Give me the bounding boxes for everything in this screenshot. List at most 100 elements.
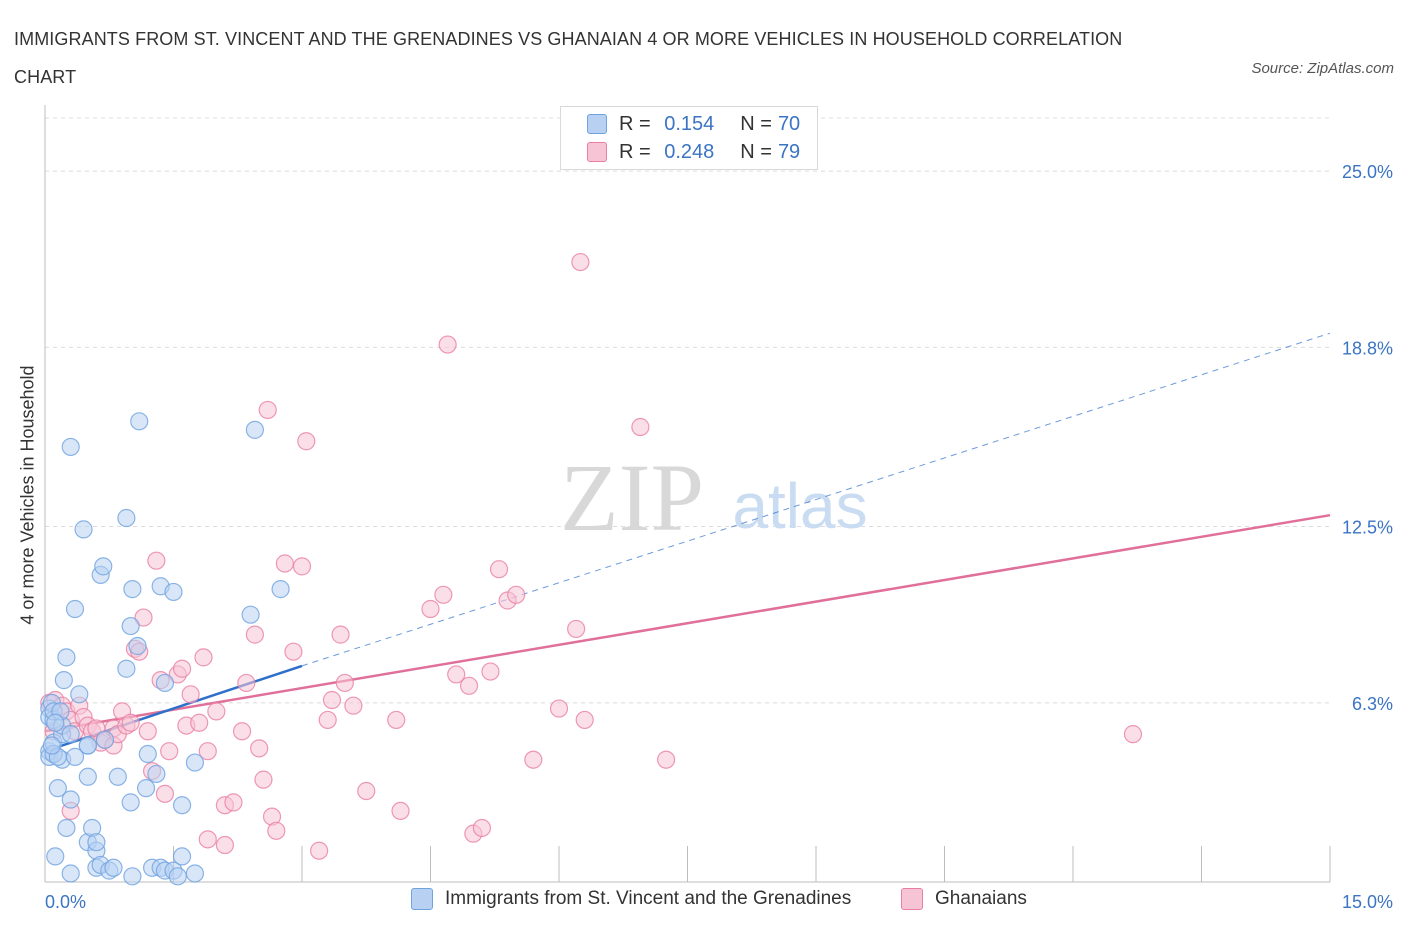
legend-label: Immigrants from St. Vincent and the Gren… [445,888,852,909]
ghanaians-point [245,625,264,644]
immigrants-point [271,580,290,599]
immigrants-point [61,864,80,883]
immigrants-point [172,847,192,866]
ghanaians-point [481,662,500,681]
n-label: N = [740,140,772,163]
y-tick-label: 6.3% [1352,694,1393,714]
n-value: 70 [777,112,801,135]
ghanaians-point [318,710,337,730]
legend-item-ghanaians[interactable]: Ghanaians [901,888,1027,910]
ghanaians-point [194,648,213,667]
immigrants-point [61,725,80,744]
immigrants-point [70,685,89,704]
ghanaians-point [224,793,243,812]
ghanaians-point [438,335,457,354]
ghanaians-point [147,551,166,570]
ghanaians-point [297,432,316,451]
immigrants-point [117,508,136,528]
ghanaians-point [1123,725,1143,744]
ghanaians-point [254,770,273,789]
series-legend: Immigrants from St. Vincent and the Gren… [0,888,1406,916]
r-value: 0.154 [664,112,715,135]
watermark-zip: ZIP [560,444,704,551]
immigrants-point [147,764,166,784]
ghanaians-point [656,750,676,769]
ghanaians-point [310,841,329,860]
ghanaians-point [434,585,453,604]
ghanaians-point [575,710,594,730]
ghanaians-point [198,830,217,849]
ghanaians-point [335,673,354,693]
immigrants-point [245,420,264,439]
blue-swatch-icon [587,114,607,134]
immigrants-point [46,713,65,732]
r-label: R = [619,112,651,135]
ghanaians-point [155,784,175,803]
immigrants-point [241,605,260,624]
immigrants-point [123,580,142,599]
immigrants-point [108,767,127,786]
ghanaians-point [215,835,234,855]
ghanaians-point [489,560,509,579]
ghanaians-point [207,702,226,721]
ghanaians-point [331,625,350,644]
ghanaians-point [250,739,269,758]
immigrants-point [164,582,183,602]
ghanaians-point [391,801,410,821]
immigrants-point [65,599,85,619]
ghanaians-point [344,696,363,715]
immigrants-point [78,767,97,786]
ghanaians-point [387,710,406,730]
ghanaians-point [275,554,294,573]
immigrants-point [185,753,205,772]
ghanaians-point [459,676,479,695]
ghanaians-point [267,821,286,840]
immigrants-point [130,412,149,431]
ghanaians-point [421,599,440,619]
legend-item-immigrants[interactable]: Immigrants from St. Vincent and the Gren… [411,888,851,910]
immigrants-point [117,659,136,678]
correlation-legend: R = 0.154 N = 70 R = 0.248 N = 79 [560,106,818,170]
ghanaians-point [232,722,252,741]
immigrants-point [128,636,147,656]
ghanaians-point [198,742,217,761]
ghanaians-point [292,557,312,576]
pink-swatch-icon [901,888,923,910]
immigrants-point [78,736,97,755]
immigrants-point [138,744,157,764]
legend-row-pink: R = 0.248 N = 79 [587,139,800,165]
immigrants-point [94,557,113,576]
immigrants-point [74,520,93,539]
r-label: R = [619,140,651,163]
immigrants-point [121,793,140,812]
r-value: 0.248 [664,140,715,163]
ghanaians-point [138,722,157,741]
n-value: 79 [777,140,801,163]
ghanaians-point [181,685,200,704]
y-axis-label: 4 or more Vehicles in Household [17,365,38,625]
ghanaians-point [172,659,192,678]
ghanaians-point [549,699,569,718]
ghanaians-trendline [44,513,1331,733]
legend-row-blue: R = 0.154 N = 70 [587,111,800,137]
immigrants-point [136,779,156,798]
immigrants-point [123,867,142,886]
ghanaians-point [258,400,277,420]
immigrants-point [54,671,73,690]
ghanaians-point [121,713,140,732]
ghanaians-point [631,417,650,437]
immigrants-point [57,648,76,667]
ghanaians-point [571,252,590,272]
x-tick-label: 15.0% [1342,892,1393,912]
y-tick-label: 18.8% [1342,338,1393,358]
ghanaians-point [190,713,209,732]
immigrants-point [57,818,76,838]
y-tick-label: 12.5% [1342,518,1393,538]
ghanaians-point [322,690,342,710]
ghanaians-point [524,750,543,769]
immigrants-point [87,833,106,852]
ghanaians-point [237,673,256,693]
watermark-atlas: atlas [732,470,867,542]
ghanaians-point [472,818,491,838]
